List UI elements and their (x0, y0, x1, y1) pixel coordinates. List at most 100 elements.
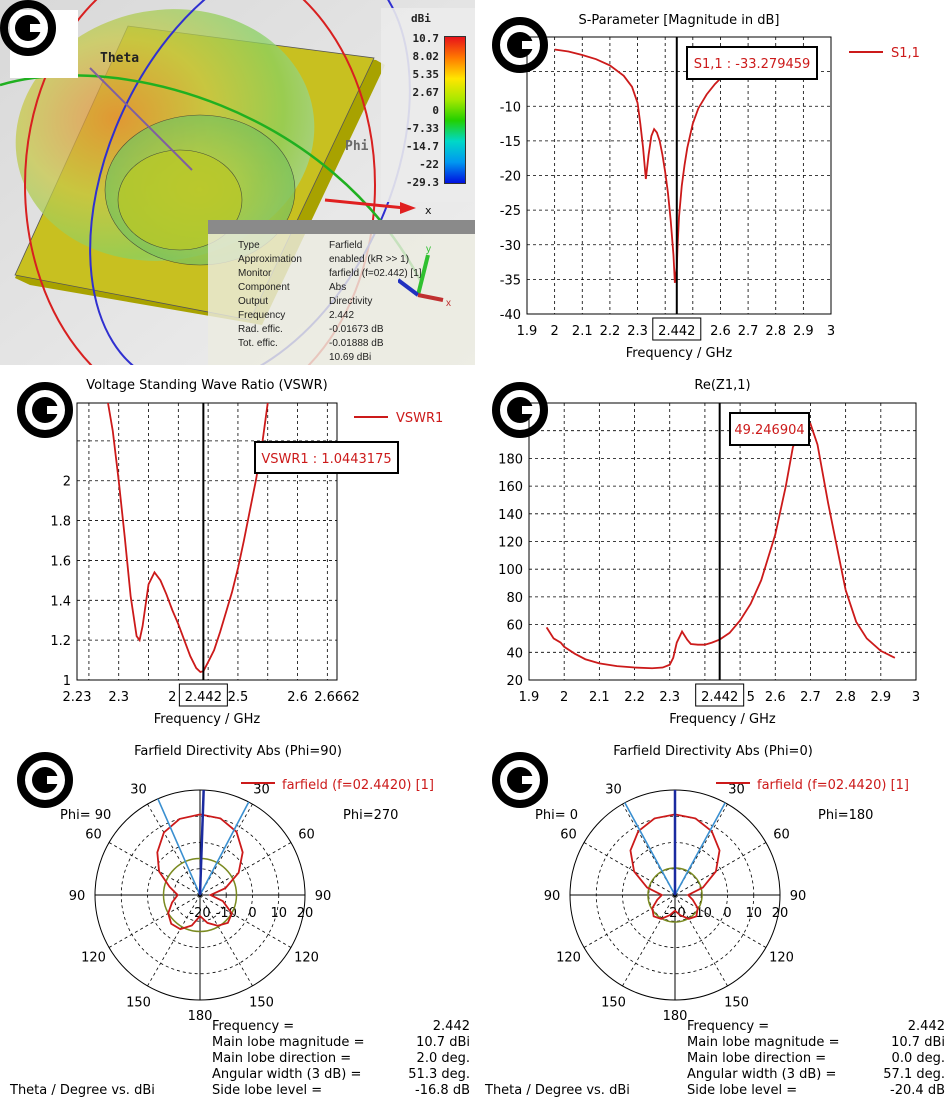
info-label: Frequency = (687, 1019, 769, 1034)
info-value: enabled (kR >> 1) (329, 254, 410, 265)
colorbar-tick: -22 (419, 158, 439, 171)
plot-frame (76, 402, 338, 681)
phi-left-label: Phi= 90 (60, 808, 111, 823)
info-label: Main lobe magnitude = (687, 1035, 839, 1050)
marker-readout-box (254, 441, 399, 474)
x-tick-label: 1.9 (517, 324, 538, 339)
beamwidth-line (674, 802, 726, 896)
vswr-chart[interactable]: Voltage Standing Wave Ratio (VSWR) 2.23 2.… (0, 365, 475, 735)
series-line (107, 402, 269, 674)
s-parameter-chart[interactable]: S-Parameter [Magnitude in dB] 1.9 2 2.1 2.2 2… (475, 0, 950, 365)
y-tick-label: 1.8 (50, 515, 71, 530)
info-key: Frequency (238, 310, 286, 321)
colorbar-tick: 2.67 (412, 86, 440, 99)
info-value: Directivity (329, 296, 373, 307)
polar-phi90-chart[interactable]: Farfield Directivity Abs (Phi=90) 30 30 60 6… (0, 735, 475, 1098)
info-key: Tot. effic. (238, 338, 278, 349)
chart-title: Re(Z1,1) (694, 378, 750, 393)
angle-tick-label: 150 (249, 996, 274, 1011)
x-tick-label: 2.3 (108, 690, 129, 705)
angle-tick-label: 180 (663, 1009, 688, 1024)
angle-tick-label: 120 (556, 951, 581, 966)
farfield-3d-panel: Theta x Phi dBi 10.7 8.02 5.35 2.67 0 -7.33 -1… (0, 0, 475, 365)
angle-tick-label: 90 (315, 889, 332, 904)
chart-title: Voltage Standing Wave Ratio (VSWR) (86, 378, 327, 393)
marker-x-box (652, 317, 702, 341)
radial-tick-label: 0 (723, 906, 731, 921)
colorbar-tick: 8.02 (412, 50, 440, 63)
logo-ring (17, 382, 73, 438)
info-label: Angular width (3 dB) = (212, 1067, 361, 1082)
x-tick-label: 2.5 (228, 690, 249, 705)
x-axis-label: Frequency / GHz (626, 346, 733, 361)
phi-label: Phi (345, 139, 369, 154)
polar-phi90-panel: Farfield Directivity Abs (Phi=90) 30 30 60 6… (0, 735, 475, 1098)
radial-tick-label: 20 (297, 906, 314, 921)
x-tick-label: 2.6662 (314, 690, 360, 705)
x-tick-label: 2.6 (287, 690, 308, 705)
x-tick-label: 3 (827, 324, 835, 339)
angle-tick-label: 30 (605, 782, 622, 797)
y-tick-label: 40 (506, 646, 523, 661)
re-z-chart[interactable]: Re(Z1,1) 1.9 2 2.1 2.2 2.3 5 2.6 2.7 2.8 2.9 3 20 40 6… (475, 365, 950, 735)
y-tick-label: -40 (500, 308, 521, 323)
x-tick-label: 2.3 (627, 324, 648, 339)
info-key: Output (238, 296, 269, 307)
logo-gap (47, 406, 61, 414)
angle-tick-label: 120 (769, 951, 794, 966)
info-value: 0.0 deg. (892, 1051, 945, 1066)
copyright-logo-icon (17, 382, 73, 438)
info-value: -0.01888 dB (329, 338, 384, 349)
pattern-curve (156, 813, 244, 931)
x-axis-arrow (324, 198, 406, 210)
angle-tick-label: 30 (728, 782, 745, 797)
x-tick-label: 2.2 (600, 324, 621, 339)
triad-x-label: x (446, 298, 451, 309)
radial-tick-label: 10 (270, 906, 287, 921)
x-tick-label: 5 (747, 690, 755, 705)
plot-frame (528, 402, 917, 681)
legend-entry: VSWR1 (396, 411, 443, 426)
colorbar-legend: dBi 10.7 8.02 5.35 2.67 0 -7.33 -14.7 -22 -29.3 (381, 8, 475, 202)
x-tick-label: 2.8 (765, 324, 786, 339)
info-value: 10.7 dBi (416, 1035, 470, 1050)
marker-x-box (695, 683, 745, 707)
x-tick-label: 3 (912, 690, 920, 705)
y-tick-label: 180 (498, 452, 523, 467)
chart-title: Farfield Directivity Abs (Phi=0) (613, 744, 813, 759)
x-tick-label: 2.8 (835, 690, 856, 705)
radial-tick-label: 20 (772, 906, 789, 921)
angle-tick-label: 60 (773, 828, 790, 843)
axis-triad-icon: y x (398, 244, 451, 309)
info-value: 2.442 (433, 1019, 470, 1034)
angle-tick-label: 90 (544, 889, 561, 904)
x-tick-label: 2 (168, 690, 176, 705)
x-tick-label: 2 (550, 324, 558, 339)
plot-frame (526, 36, 832, 315)
beamwidth-line (199, 801, 250, 896)
series-line (554, 48, 722, 283)
info-label: Side lobe level = (212, 1083, 322, 1098)
logo-dot (32, 767, 58, 793)
y-tick-label: 20 (506, 674, 523, 689)
x-tick-label: 2.6 (765, 690, 786, 705)
radial-tick-label: 0 (248, 906, 256, 921)
colorbar-unit: dBi (411, 12, 431, 25)
info-key: Approximation (238, 254, 302, 265)
angle-tick-label: 120 (81, 951, 106, 966)
info-value: farfield (f=02.442) [1] (329, 268, 422, 279)
polar-phi0-chart[interactable]: Farfield Directivity Abs (Phi=0) 30 30 60 60… (475, 735, 950, 1098)
radial-tick-label: -20 (664, 906, 685, 921)
radial-tick-label: 10 (745, 906, 762, 921)
logo-dot (507, 32, 533, 58)
radial-tick-label: -20 (189, 906, 210, 921)
info-value: 2.0 deg. (417, 1051, 470, 1066)
angle-gridline (199, 894, 292, 948)
theta-circle-red (24, 0, 376, 365)
x-axis-label: x (425, 204, 432, 217)
logo-ring (492, 752, 548, 808)
angle-tick-label: 60 (298, 828, 315, 843)
angle-tick-label: 30 (130, 782, 147, 797)
y-tick-label: -15 (500, 135, 521, 150)
angle-tick-label: 60 (85, 828, 102, 843)
